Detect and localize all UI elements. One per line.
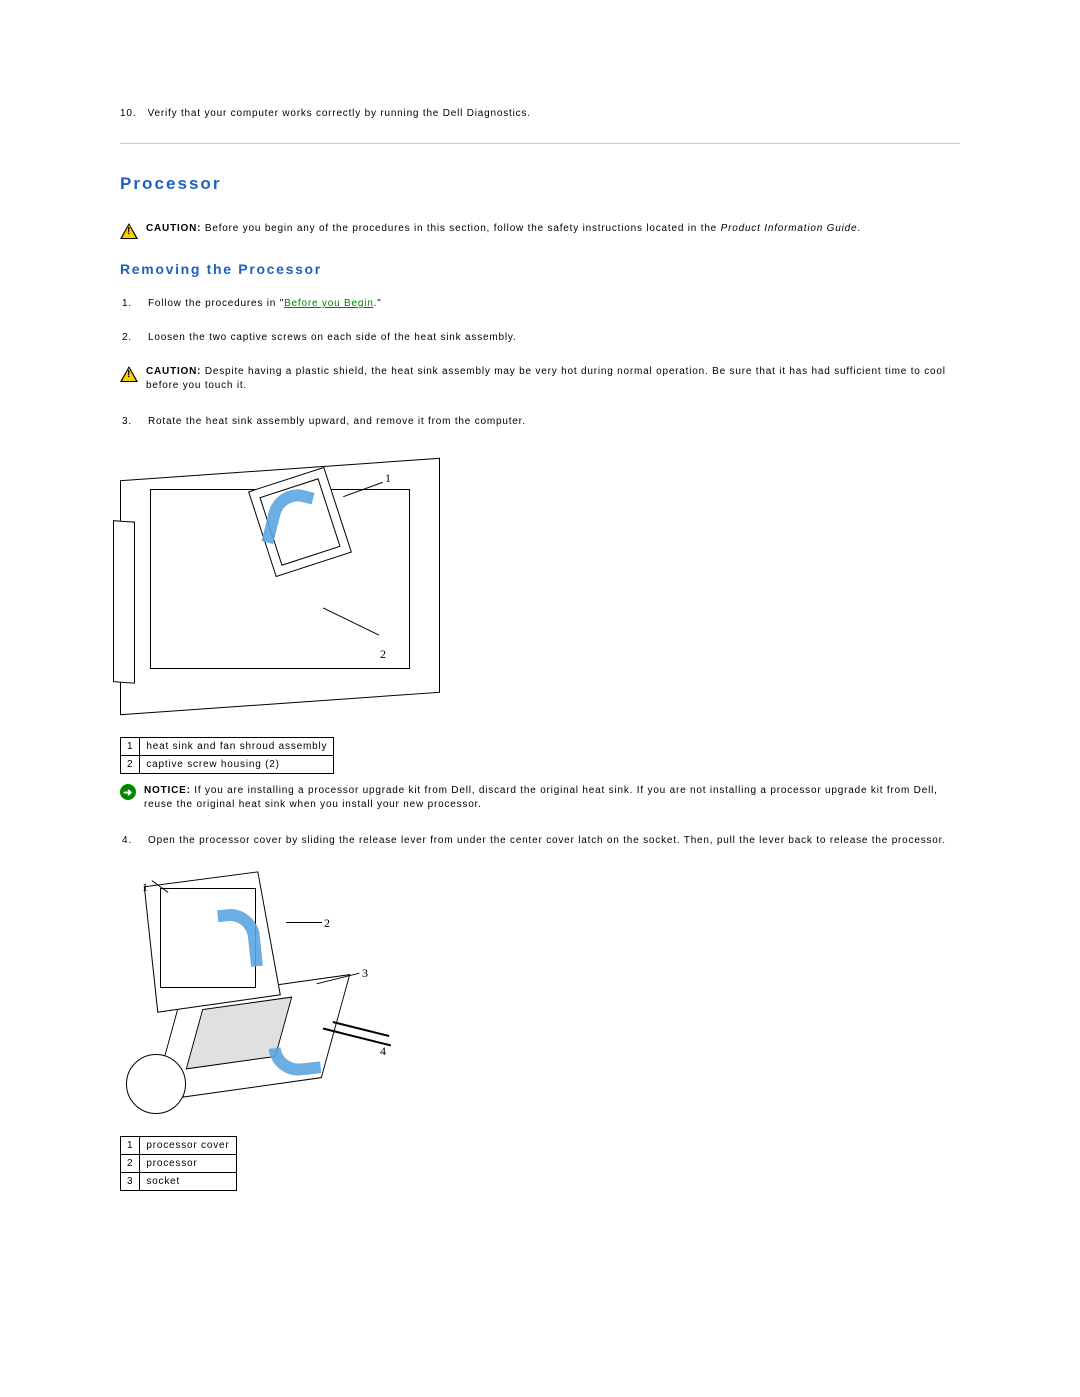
table-row: 1 processor cover (121, 1137, 237, 1155)
caution-label: CAUTION: (146, 223, 201, 234)
legend-table-2: 1 processor cover 2 processor 3 socket (120, 1136, 237, 1191)
legend-num: 3 (121, 1173, 140, 1191)
step-2: 2. Loosen the two captive screws on each… (122, 331, 960, 345)
procedure-list-cont: 3. Rotate the heat sink assembly upward,… (122, 415, 960, 429)
step-number: 4. (122, 834, 144, 848)
caution-label: CAUTION: (146, 366, 201, 377)
section-divider (120, 143, 960, 144)
heading-removing: Removing the Processor (120, 261, 960, 277)
caution-text: CAUTION: Before you begin any of the pro… (146, 222, 960, 236)
legend-label: socket (140, 1173, 236, 1191)
caution-block-1: ! CAUTION: Before you begin any of the p… (120, 222, 960, 239)
procedure-list: 1. Follow the procedures in "Before you … (122, 297, 960, 345)
step-text: Rotate the heat sink assembly upward, an… (148, 415, 526, 429)
notice-arrow-icon: ➜ (120, 784, 136, 800)
callout-2: 2 (380, 647, 387, 662)
callout-4: 4 (380, 1044, 387, 1059)
figure-drawing: 1 2 (120, 449, 460, 719)
before-you-begin-link[interactable]: Before you Begin (284, 298, 374, 309)
callout-3: 3 (362, 966, 369, 981)
table-row: 3 socket (121, 1173, 237, 1191)
step-3: 3. Rotate the heat sink assembly upward,… (122, 415, 960, 429)
table-row: 2 captive screw housing (2) (121, 756, 334, 774)
callout-2: 2 (324, 916, 331, 931)
caution-text: CAUTION: Despite having a plastic shield… (146, 365, 960, 393)
step-text: Verify that your computer works correctl… (148, 108, 531, 119)
notice-block-1: ➜ NOTICE: If you are installing a proces… (120, 784, 960, 812)
table-row: 1 heat sink and fan shroud assembly (121, 738, 334, 756)
legend-label: heat sink and fan shroud assembly (140, 738, 334, 756)
caution-block-2: ! CAUTION: Despite having a plastic shie… (120, 365, 960, 393)
step-text: Follow the procedures in "Before you Beg… (148, 297, 382, 311)
figure-processor: 1 2 3 4 (120, 868, 960, 1118)
step-number: 2. (122, 331, 144, 345)
legend-label: processor (140, 1155, 236, 1173)
step-number: 10. (120, 108, 144, 119)
step-text: Open the processor cover by sliding the … (148, 834, 946, 848)
legend-num: 2 (121, 1155, 140, 1173)
heading-processor: Processor (120, 174, 960, 194)
step-number: 1. (122, 297, 144, 311)
callout-1: 1 (142, 880, 149, 895)
legend-num: 1 (121, 1137, 140, 1155)
table-row: 2 processor (121, 1155, 237, 1173)
step-number: 3. (122, 415, 144, 429)
figure-drawing: 1 2 3 4 (120, 868, 400, 1118)
notice-text: NOTICE: If you are installing a processo… (144, 784, 960, 812)
step-text: Loosen the two captive screws on each si… (148, 331, 517, 345)
legend-label: processor cover (140, 1137, 236, 1155)
caution-triangle-icon: ! (120, 223, 138, 239)
legend-table-1: 1 heat sink and fan shroud assembly 2 ca… (120, 737, 334, 774)
procedure-list-cont2: 4. Open the processor cover by sliding t… (122, 834, 960, 848)
step-1: 1. Follow the procedures in "Before you … (122, 297, 960, 311)
step-4: 4. Open the processor cover by sliding t… (122, 834, 960, 848)
step-10: 10. Verify that your computer works corr… (120, 108, 960, 119)
legend-num: 1 (121, 738, 140, 756)
callout-1: 1 (385, 471, 392, 486)
caution-triangle-icon: ! (120, 366, 138, 382)
notice-label: NOTICE: (144, 785, 191, 796)
legend-num: 2 (121, 756, 140, 774)
legend-label: captive screw housing (2) (140, 756, 334, 774)
figure-heatsink: 1 2 (120, 449, 960, 719)
